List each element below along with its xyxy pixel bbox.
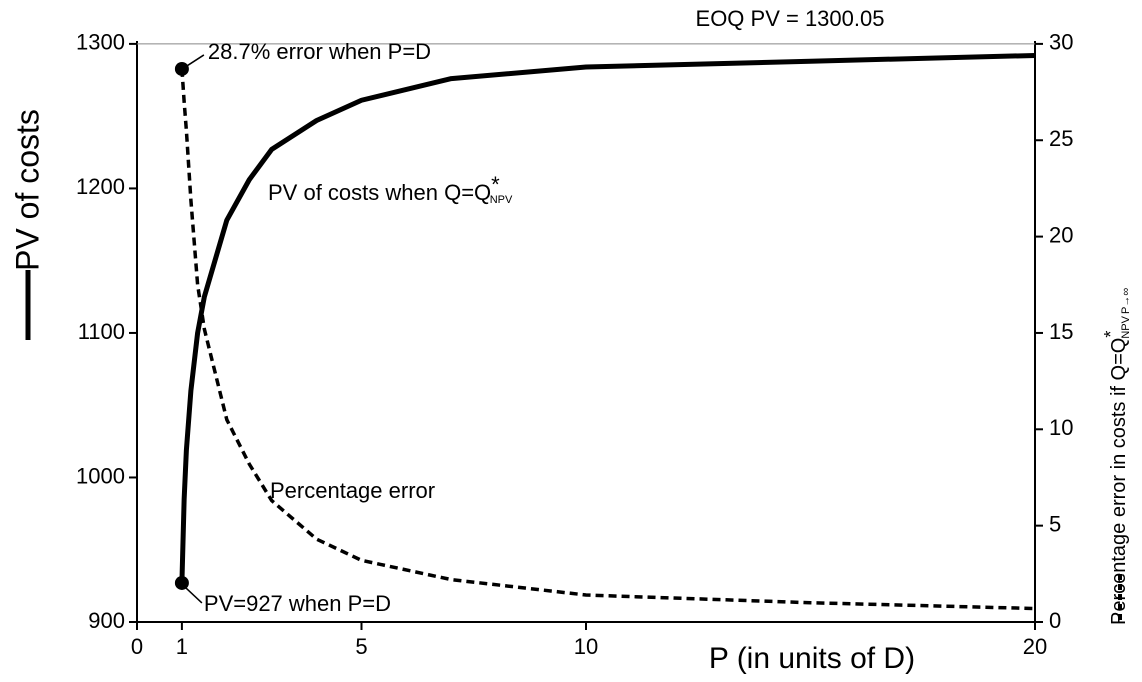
x-tick-label: 1 xyxy=(176,634,188,659)
y-tick-label: 1000 xyxy=(76,463,125,488)
y-tick-label: 1100 xyxy=(78,319,125,344)
leader xyxy=(186,54,205,67)
y2-tick-label: 15 xyxy=(1049,319,1073,344)
x-tick-label: 0 xyxy=(131,634,143,659)
start-dot xyxy=(174,61,189,76)
y-tick-label: 900 xyxy=(88,608,125,633)
y2-label-cond: P→∞ xyxy=(1120,288,1132,314)
y-tick-label: 1300 xyxy=(76,30,125,55)
y-tick-label: 1200 xyxy=(76,174,125,199)
y2-tick-label: 5 xyxy=(1049,511,1061,536)
y2-tick-label: 0 xyxy=(1049,608,1061,633)
x-axis-label: P (in units of D) xyxy=(709,642,915,675)
y2-label-sub: NPV xyxy=(1120,315,1132,338)
y2-axis-label-group: Percentage error in costs if Q=Q*NPVP→∞ xyxy=(1101,288,1132,625)
y2-label-main: Percentage error in costs if Q=Q xyxy=(1108,338,1130,625)
leader xyxy=(185,587,203,604)
x-tick-label: 10 xyxy=(574,634,598,659)
y2-tick-label: 20 xyxy=(1049,222,1073,247)
x-tick-label: 20 xyxy=(1023,634,1047,659)
start-dot xyxy=(174,575,189,590)
y2-axis-label: Percentage error in costs if Q=Q*NPVP→∞ xyxy=(1101,288,1132,625)
y-axis-label: PV of costs xyxy=(9,109,45,271)
y-axis-label-group: PV of costs xyxy=(9,109,45,271)
chart-title: EOQ PV = 1300.05 xyxy=(696,6,885,31)
y2-tick-label: 30 xyxy=(1049,30,1073,55)
series-line xyxy=(180,68,1036,611)
annotation-sub: NPV xyxy=(490,194,513,206)
annotation: PV of costs when Q=Q* NPV xyxy=(268,172,513,206)
series-line xyxy=(179,52,1036,584)
x-tick-label: 5 xyxy=(355,634,367,659)
y2-tick-label: 25 xyxy=(1049,126,1073,151)
y2-tick-label: 10 xyxy=(1049,415,1073,440)
annotation: Percentage error xyxy=(270,478,435,503)
annotation: PV=927 when P=D xyxy=(204,591,391,616)
y2-label-sup: * xyxy=(1101,331,1121,338)
annotation-main: PV of costs when Q=Q xyxy=(268,180,491,205)
annotation: 28.7% error when P=D xyxy=(208,39,431,64)
annotation-sup: * xyxy=(491,172,500,197)
